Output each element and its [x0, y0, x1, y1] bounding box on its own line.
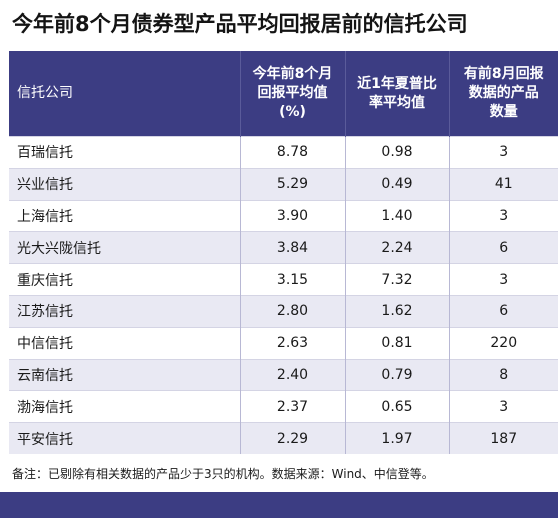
header-return-line-3: (%)	[279, 104, 306, 120]
cell-company: 光大兴陇信托	[9, 231, 240, 264]
table-row: 平安信托 2.29 1.97 187	[9, 422, 558, 454]
cell-count: 3	[448, 199, 558, 232]
cell-return: 3.90	[239, 199, 345, 232]
table-body: 百瑞信托 8.78 0.98 3 兴业信托 5.29 0.49 41 上海信托 3.90 1.40 3…	[9, 136, 558, 454]
cell-sharpe: 0.49	[344, 167, 449, 201]
cell-return: 2.37	[239, 390, 345, 423]
cell-company: 重庆信托	[9, 263, 240, 296]
header-return-line-2: 回报平均值	[257, 85, 328, 101]
cell-sharpe: 0.79	[344, 358, 449, 391]
header-sharpe-line-2: 率平均值	[369, 94, 425, 111]
cell-sharpe: 1.97	[344, 422, 449, 454]
cell-sharpe: 0.81	[344, 326, 449, 360]
table-row: 上海信托 3.90 1.40 3	[9, 199, 558, 232]
header-return-line-1: 今年前8个月	[252, 66, 333, 82]
footnote: 备注：已剔除有相关数据的产品少于3只的机构。数据来源：Wind、中信登等。	[9, 459, 558, 489]
table-header-row: 信托公司 今年前8个月 回报平均值 (%) 近1年夏普比 率平均值 有前8月回报…	[9, 51, 558, 137]
data-table: 信托公司 今年前8个月 回报平均值 (%) 近1年夏普比 率平均值 有前8月回报…	[9, 51, 558, 454]
chart-title: 今年前8个月债券型产品平均回报居前的信托公司	[12, 12, 468, 36]
cell-count: 3	[448, 263, 558, 296]
cell-return: 5.29	[239, 167, 345, 201]
cell-sharpe: 2.24	[344, 231, 449, 264]
cell-sharpe: 1.62	[344, 294, 449, 328]
table-row: 云南信托 2.40 0.79 8	[9, 358, 558, 391]
cell-company: 中信信托	[9, 326, 240, 360]
cell-sharpe: 1.40	[344, 199, 449, 232]
table-row: 兴业信托 5.29 0.49 41	[9, 167, 558, 201]
cell-count: 3	[448, 390, 558, 423]
header-sharpe-line-1: 近1年夏普比	[357, 75, 437, 92]
table-row: 渤海信托 2.37 0.65 3	[9, 390, 558, 423]
cell-return: 2.29	[239, 422, 345, 454]
header-count: 有前8月回报 数据的产品 数量	[448, 51, 558, 137]
header-count-line-1: 有前8月回报	[463, 66, 544, 82]
cell-count: 3	[448, 136, 558, 169]
cell-count: 6	[448, 294, 558, 328]
cell-count: 41	[448, 167, 558, 201]
cell-return: 2.63	[239, 326, 345, 360]
table-row: 光大兴陇信托 3.84 2.24 6	[9, 231, 558, 264]
cell-company: 上海信托	[9, 199, 240, 232]
cell-return: 8.78	[239, 136, 345, 169]
cell-sharpe: 0.98	[344, 136, 449, 169]
cell-company: 云南信托	[9, 358, 240, 391]
cell-sharpe: 0.65	[344, 390, 449, 423]
table-row: 百瑞信托 8.78 0.98 3	[9, 136, 558, 169]
cell-company: 百瑞信托	[9, 136, 240, 169]
cell-sharpe: 7.32	[344, 263, 449, 296]
cell-count: 187	[448, 422, 558, 454]
table-row: 中信信托 2.63 0.81 220	[9, 326, 558, 360]
cell-count: 6	[448, 231, 558, 264]
cell-return: 3.15	[239, 263, 345, 296]
cell-count: 220	[448, 326, 558, 360]
cell-company: 江苏信托	[9, 294, 240, 328]
table-row: 重庆信托 3.15 7.32 3	[9, 263, 558, 296]
header-count-line-2: 数据的产品	[468, 85, 539, 101]
data-table-container: 信托公司 今年前8个月 回报平均值 (%) 近1年夏普比 率平均值 有前8月回报…	[9, 51, 558, 454]
header-return: 今年前8个月 回报平均值 (%)	[239, 51, 345, 137]
header-sharpe: 近1年夏普比 率平均值	[344, 51, 449, 137]
header-company: 信托公司	[9, 51, 240, 137]
cell-company: 兴业信托	[9, 167, 240, 201]
cell-company: 平安信托	[9, 422, 240, 454]
cell-return: 2.40	[239, 358, 345, 391]
cell-return: 3.84	[239, 231, 345, 264]
cell-company: 渤海信托	[9, 390, 240, 423]
footer-bar	[0, 492, 558, 518]
header-count-line-3: 数量	[489, 104, 518, 120]
cell-return: 2.80	[239, 294, 345, 328]
cell-count: 8	[448, 358, 558, 391]
table-row: 江苏信托 2.80 1.62 6	[9, 294, 558, 328]
